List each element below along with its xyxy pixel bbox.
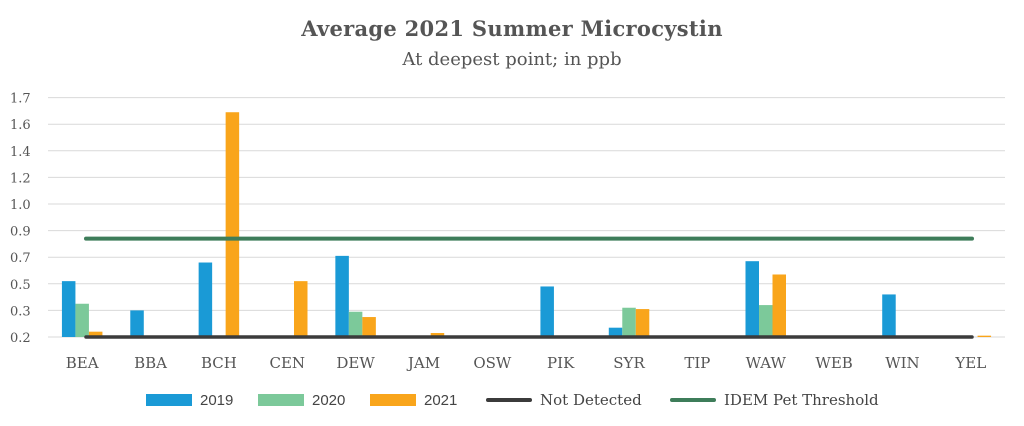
legend-label-2019: 2019 [200,391,234,409]
bar-2021-dew [362,317,376,337]
legend-swatch-2019 [146,394,192,406]
legend-item-2020: 2020 [258,388,345,412]
bar-2020-bea [75,303,89,337]
chart-title: Average 2021 Summer Microcystin [301,16,723,41]
y-tick-label: 0.2 [10,331,31,346]
bar-2021-bch [225,112,240,337]
x-tick-label-win: WIN [885,354,919,372]
x-tick-label-waw: WAW [746,354,787,372]
legend-swatch-threshold [670,398,716,402]
bar-2020-waw [759,305,773,337]
legend-label-threshold: IDEM Pet Threshold [724,391,879,409]
legend-item-not-detected: Not Detected [486,388,642,412]
bar-2019-waw [745,261,759,337]
y-tick-label: 1.7 [10,92,31,107]
y-tick-label: 1.2 [10,171,31,186]
x-tick-label-bea: BEA [66,354,99,372]
x-tick-label-dew: DEW [336,354,375,372]
bar-2020-dew [348,311,363,337]
y-tick-label: 0.5 [10,278,31,293]
y-tick-label: 0.7 [10,251,31,266]
legend-item-2021: 2021 [370,388,457,412]
bar-2021-jam [430,333,445,337]
x-tick-label-cen: CEN [269,354,305,372]
y-tick-label: 1.4 [10,145,31,160]
legend-item-threshold: IDEM Pet Threshold [670,388,879,412]
x-tick-label-pik: PIK [547,354,575,372]
chart-subtitle: At deepest point; in ppb [402,49,622,70]
legend-label-2021: 2021 [424,391,458,409]
bar-2020-syr [622,307,636,337]
bar-2019-bba [130,310,144,337]
legend-label-not-detected: Not Detected [540,391,642,409]
x-tick-label-jam: JAM [406,354,440,372]
x-tick-label-bba: BBA [134,354,167,372]
bar-2021-syr [635,309,650,337]
bar-2021-yel [977,335,992,337]
chart-legend: 2019 2020 2021 Not Detected IDEM Pet Thr… [0,388,1024,412]
bar-2019-win [882,294,896,337]
bar-2021-bea [88,331,103,337]
x-tick-label-web: WEB [815,354,852,372]
x-tick-label-syr: SYR [613,354,645,372]
bar-2019-bea [61,281,76,337]
legend-label-2020: 2020 [312,391,346,409]
y-tick-label: 0.9 [10,225,31,240]
y-tick-label: 1.0 [10,198,31,213]
bar-2019-dew [335,255,349,337]
x-tick-label-bch: BCH [201,354,237,372]
legend-item-2019: 2019 [146,388,233,412]
bar-2019-bch [198,262,213,337]
bar-2019-syr [608,327,623,337]
bar-2021-waw [772,274,786,337]
y-tick-label: 0.3 [10,304,31,319]
x-tick-label-osw: OSW [473,354,512,372]
x-tick-label-tip: TIP [684,354,710,372]
y-tick-label: 1.6 [10,118,31,133]
legend-swatch-2020 [258,394,304,406]
legend-swatch-not-detected [486,398,532,402]
legend-swatch-2021 [370,394,416,406]
bar-2019-pik [540,286,554,337]
bar-2021-cen [294,281,308,337]
x-tick-label-yel: YEL [954,354,986,372]
